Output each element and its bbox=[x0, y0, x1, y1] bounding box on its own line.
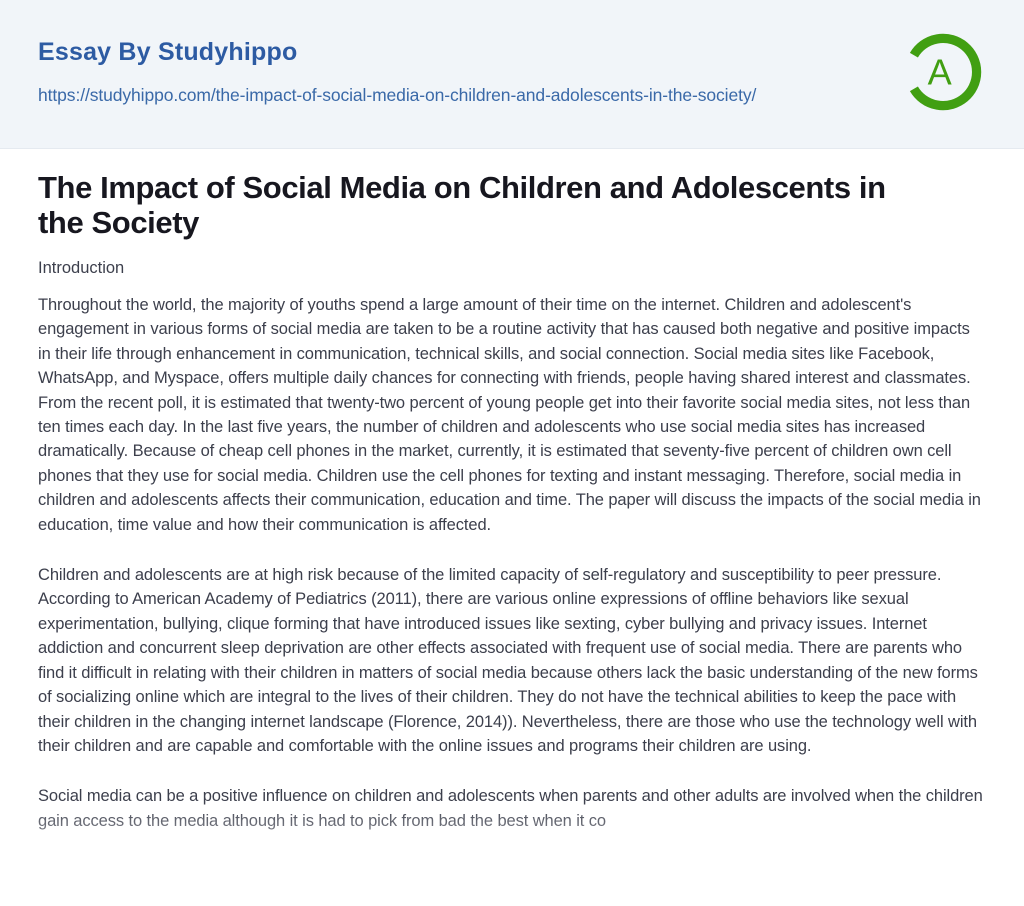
studyhippo-logo: A bbox=[901, 30, 985, 114]
logo-arc-shape bbox=[909, 33, 982, 111]
essay-paragraph-3-truncated: Social media can be a positive influence… bbox=[38, 787, 983, 830]
logo-letter: A bbox=[928, 52, 953, 93]
article-title: The Impact of Social Media on Children a… bbox=[38, 170, 886, 240]
studyhippo-logo-icon: A bbox=[909, 33, 982, 111]
source-url-link[interactable]: https://studyhippo.com/the-impact-of-soc… bbox=[38, 84, 757, 105]
page-header: Essay By Studyhippo https://studyhippo.c… bbox=[0, 0, 1024, 149]
byline-heading: Essay By Studyhippo bbox=[38, 38, 298, 66]
section-label-introduction: Introduction bbox=[38, 259, 125, 277]
essay-paragraph-1: Throughout the world, the majority of yo… bbox=[38, 296, 981, 534]
essay-paragraph-2: Children and adolescents are at high ris… bbox=[38, 566, 978, 755]
article-body: The Impact of Social Media on Children a… bbox=[0, 149, 1024, 833]
